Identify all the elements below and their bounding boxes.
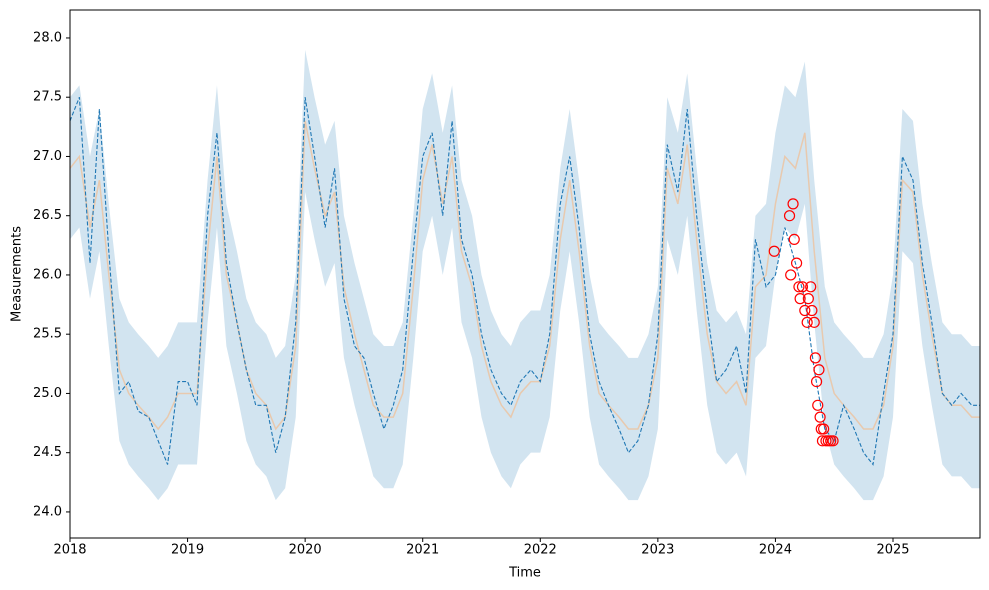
x-tick-label: 2024 bbox=[759, 543, 792, 558]
plot-frame bbox=[69, 9, 981, 539]
x-tick-label: 2023 bbox=[641, 543, 674, 558]
anomaly-point bbox=[787, 198, 799, 210]
y-tick-label: 24.0 bbox=[33, 504, 62, 519]
anomaly-point bbox=[794, 293, 806, 305]
x-tick-label: 2025 bbox=[876, 543, 909, 558]
anomaly-point bbox=[827, 435, 839, 447]
anomaly-point bbox=[801, 316, 813, 328]
x-axis-label: Time bbox=[508, 566, 541, 581]
y-tick-label: 26.0 bbox=[33, 267, 62, 282]
anomaly-point bbox=[810, 375, 823, 388]
series-line bbox=[69, 120, 980, 431]
anomaly-point bbox=[812, 399, 824, 411]
anomaly-point bbox=[788, 233, 800, 246]
anomaly-point bbox=[809, 352, 822, 364]
anomaly-point bbox=[785, 269, 797, 281]
x-tick-label: 2019 bbox=[171, 543, 204, 558]
anomaly-point bbox=[802, 293, 814, 305]
anomaly-point bbox=[805, 281, 817, 293]
anomaly-point bbox=[813, 364, 825, 376]
y-tick-label: 26.5 bbox=[33, 208, 62, 223]
y-tick-label: 27.0 bbox=[33, 149, 62, 164]
y-tick-label: 25.0 bbox=[33, 386, 62, 401]
anomaly-point bbox=[808, 316, 820, 328]
anomaly-point bbox=[768, 245, 780, 257]
x-tick-label: 2021 bbox=[406, 543, 439, 558]
series-line bbox=[69, 97, 980, 466]
y-tick-label: 24.5 bbox=[33, 445, 62, 460]
x-tick-label: 2022 bbox=[524, 543, 557, 558]
anomaly-point bbox=[799, 304, 811, 317]
x-tick-label: 2018 bbox=[53, 543, 86, 558]
anomaly-point bbox=[814, 411, 826, 423]
y-axis-label: Measurements bbox=[10, 226, 25, 322]
anomaly-point bbox=[793, 281, 805, 293]
x-tick-label: 2020 bbox=[289, 543, 322, 558]
y-tick-label: 28.0 bbox=[33, 30, 62, 45]
y-tick-label: 25.5 bbox=[33, 327, 62, 342]
confidence-band bbox=[70, 49, 980, 501]
anomaly-point bbox=[783, 210, 796, 222]
anomaly-point bbox=[796, 281, 809, 293]
anomaly-point bbox=[818, 423, 830, 435]
anomaly-point bbox=[806, 304, 818, 317]
y-tick-label: 27.5 bbox=[33, 90, 62, 105]
anomaly-point bbox=[790, 257, 803, 269]
